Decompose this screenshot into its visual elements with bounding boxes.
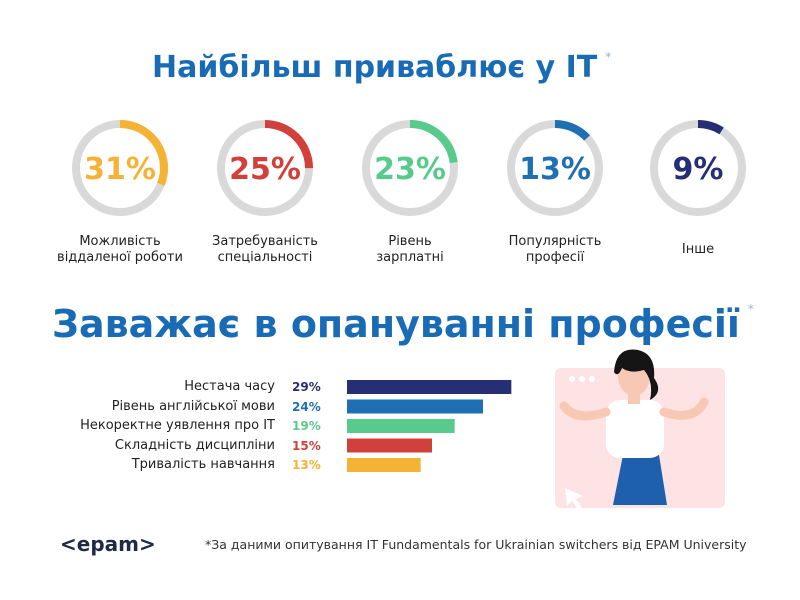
- bar: [347, 380, 512, 394]
- category-label: Рівень зарплатні: [376, 234, 444, 265]
- title-2: Заважає в опануванні професії *: [52, 302, 754, 346]
- bar: [347, 419, 455, 433]
- value-label: 15%: [292, 438, 321, 453]
- footnote: *За даними опитування IT Fundamentals fo…: [205, 537, 747, 552]
- category-label: Затребуваність спеціальності: [212, 234, 318, 265]
- value-label: 19%: [292, 419, 321, 433]
- donut-arc: [507, 120, 603, 216]
- donut-arc: [217, 120, 313, 216]
- category-label: Складність дисципліни: [114, 437, 275, 453]
- value-label: 13%: [292, 458, 321, 472]
- bar: [347, 458, 421, 472]
- value-label: 24%: [292, 399, 321, 414]
- value-label: 29%: [292, 380, 321, 394]
- category-label: Нестача часу: [184, 379, 275, 394]
- bar: [347, 399, 483, 414]
- category-label: Некоректне уявлення про IT: [80, 418, 275, 433]
- bar: [347, 438, 432, 453]
- donut-arc: [362, 120, 458, 216]
- donut-value: 31%: [84, 152, 156, 187]
- illustration: [555, 349, 725, 510]
- category-label: Рівень англійської мови: [111, 398, 275, 414]
- category-label: Інше: [681, 242, 715, 257]
- donut-value: 23%: [374, 152, 446, 187]
- title-1: Найбільш приваблює у IT *: [152, 50, 611, 85]
- title-note: *: [605, 50, 612, 64]
- donut-arc: [650, 120, 746, 216]
- donut-arc: [72, 120, 168, 216]
- title-text: Найбільш приваблює у IT: [152, 50, 598, 85]
- category-label: Можливість віддаленої роботи: [57, 234, 183, 265]
- logo: <epam>: [60, 532, 156, 556]
- donut-value: 25%: [229, 152, 301, 187]
- donut-value: 9%: [673, 152, 724, 187]
- donut-value: 13%: [519, 152, 591, 187]
- category-label: Тривалість навчання: [131, 457, 275, 472]
- title-text: Заважає в опануванні професії: [52, 302, 740, 346]
- category-label: Популярність професії: [508, 234, 602, 265]
- title-note: *: [747, 302, 754, 316]
